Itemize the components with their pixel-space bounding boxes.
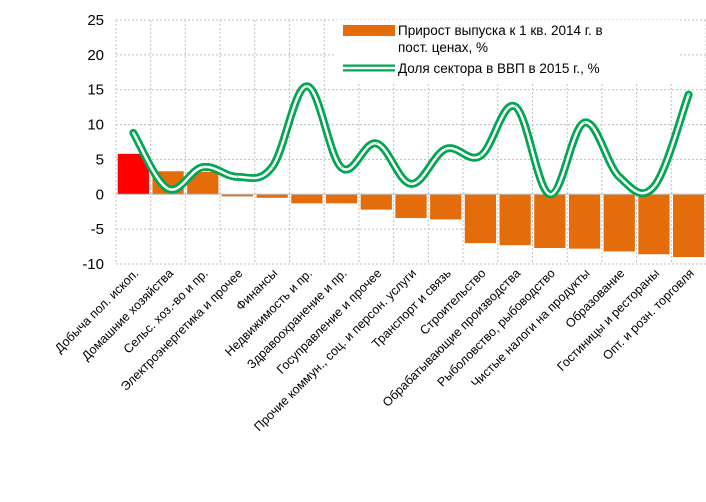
bar: [256, 194, 288, 198]
bar: [291, 194, 323, 204]
bar: [395, 194, 427, 218]
line-point: [618, 176, 620, 178]
bar: [499, 194, 531, 246]
bar: [464, 194, 497, 244]
y-tick-label: 25: [87, 12, 104, 29]
y-tick-label: 20: [87, 47, 104, 64]
y-tick-label: 0: [96, 186, 104, 203]
line-point: [584, 121, 586, 123]
bar: [603, 194, 635, 252]
bar: [430, 194, 462, 220]
bar: [325, 194, 358, 204]
bar: [638, 194, 670, 255]
line-point: [167, 188, 169, 190]
bar: [187, 171, 219, 195]
line-point: [514, 105, 516, 107]
y-tick-label: -5: [91, 221, 104, 238]
line-point: [306, 85, 308, 87]
bar: [534, 194, 566, 248]
x-tick-label: Прочие коммун., соц. и персон. услуги: [251, 266, 419, 434]
line-point: [479, 155, 481, 157]
y-tick-label: 10: [87, 117, 104, 134]
y-tick-label: -10: [82, 256, 104, 273]
line-point: [445, 148, 447, 150]
y-tick-label: 15: [87, 82, 104, 99]
legend-bar-swatch: [343, 25, 395, 36]
line-point: [410, 183, 412, 185]
bar: [360, 194, 392, 210]
legend-bar-label-line-2: пост. ценах, %: [398, 40, 488, 55]
y-axis: -10 -5 0 5 10 15 20 25: [82, 12, 104, 273]
bar: [673, 194, 705, 258]
line-point: [549, 193, 551, 195]
bar: [568, 194, 601, 249]
legend: Прирост выпуска к 1 кв. 2014 г. в пост. …: [334, 20, 680, 84]
line-point: [688, 94, 690, 96]
line-point: [653, 186, 655, 188]
line-point: [341, 167, 343, 169]
line-point: [132, 132, 134, 134]
line-point: [202, 166, 204, 168]
legend-bar-label-line-1: Прирост выпуска к 1 кв. 2014 г. в: [398, 23, 603, 38]
legend-line-label: Доля сектора в ВВП в 2015 г., %: [398, 61, 600, 76]
line-series: [129, 82, 693, 199]
y-tick-label: 5: [96, 151, 104, 168]
line-point: [236, 176, 238, 178]
line-point: [271, 166, 273, 168]
line-point: [375, 142, 377, 144]
bar: [221, 194, 254, 197]
x-axis-labels: Добыча пол. ископ.Домашние хозяйстваСель…: [52, 266, 697, 434]
